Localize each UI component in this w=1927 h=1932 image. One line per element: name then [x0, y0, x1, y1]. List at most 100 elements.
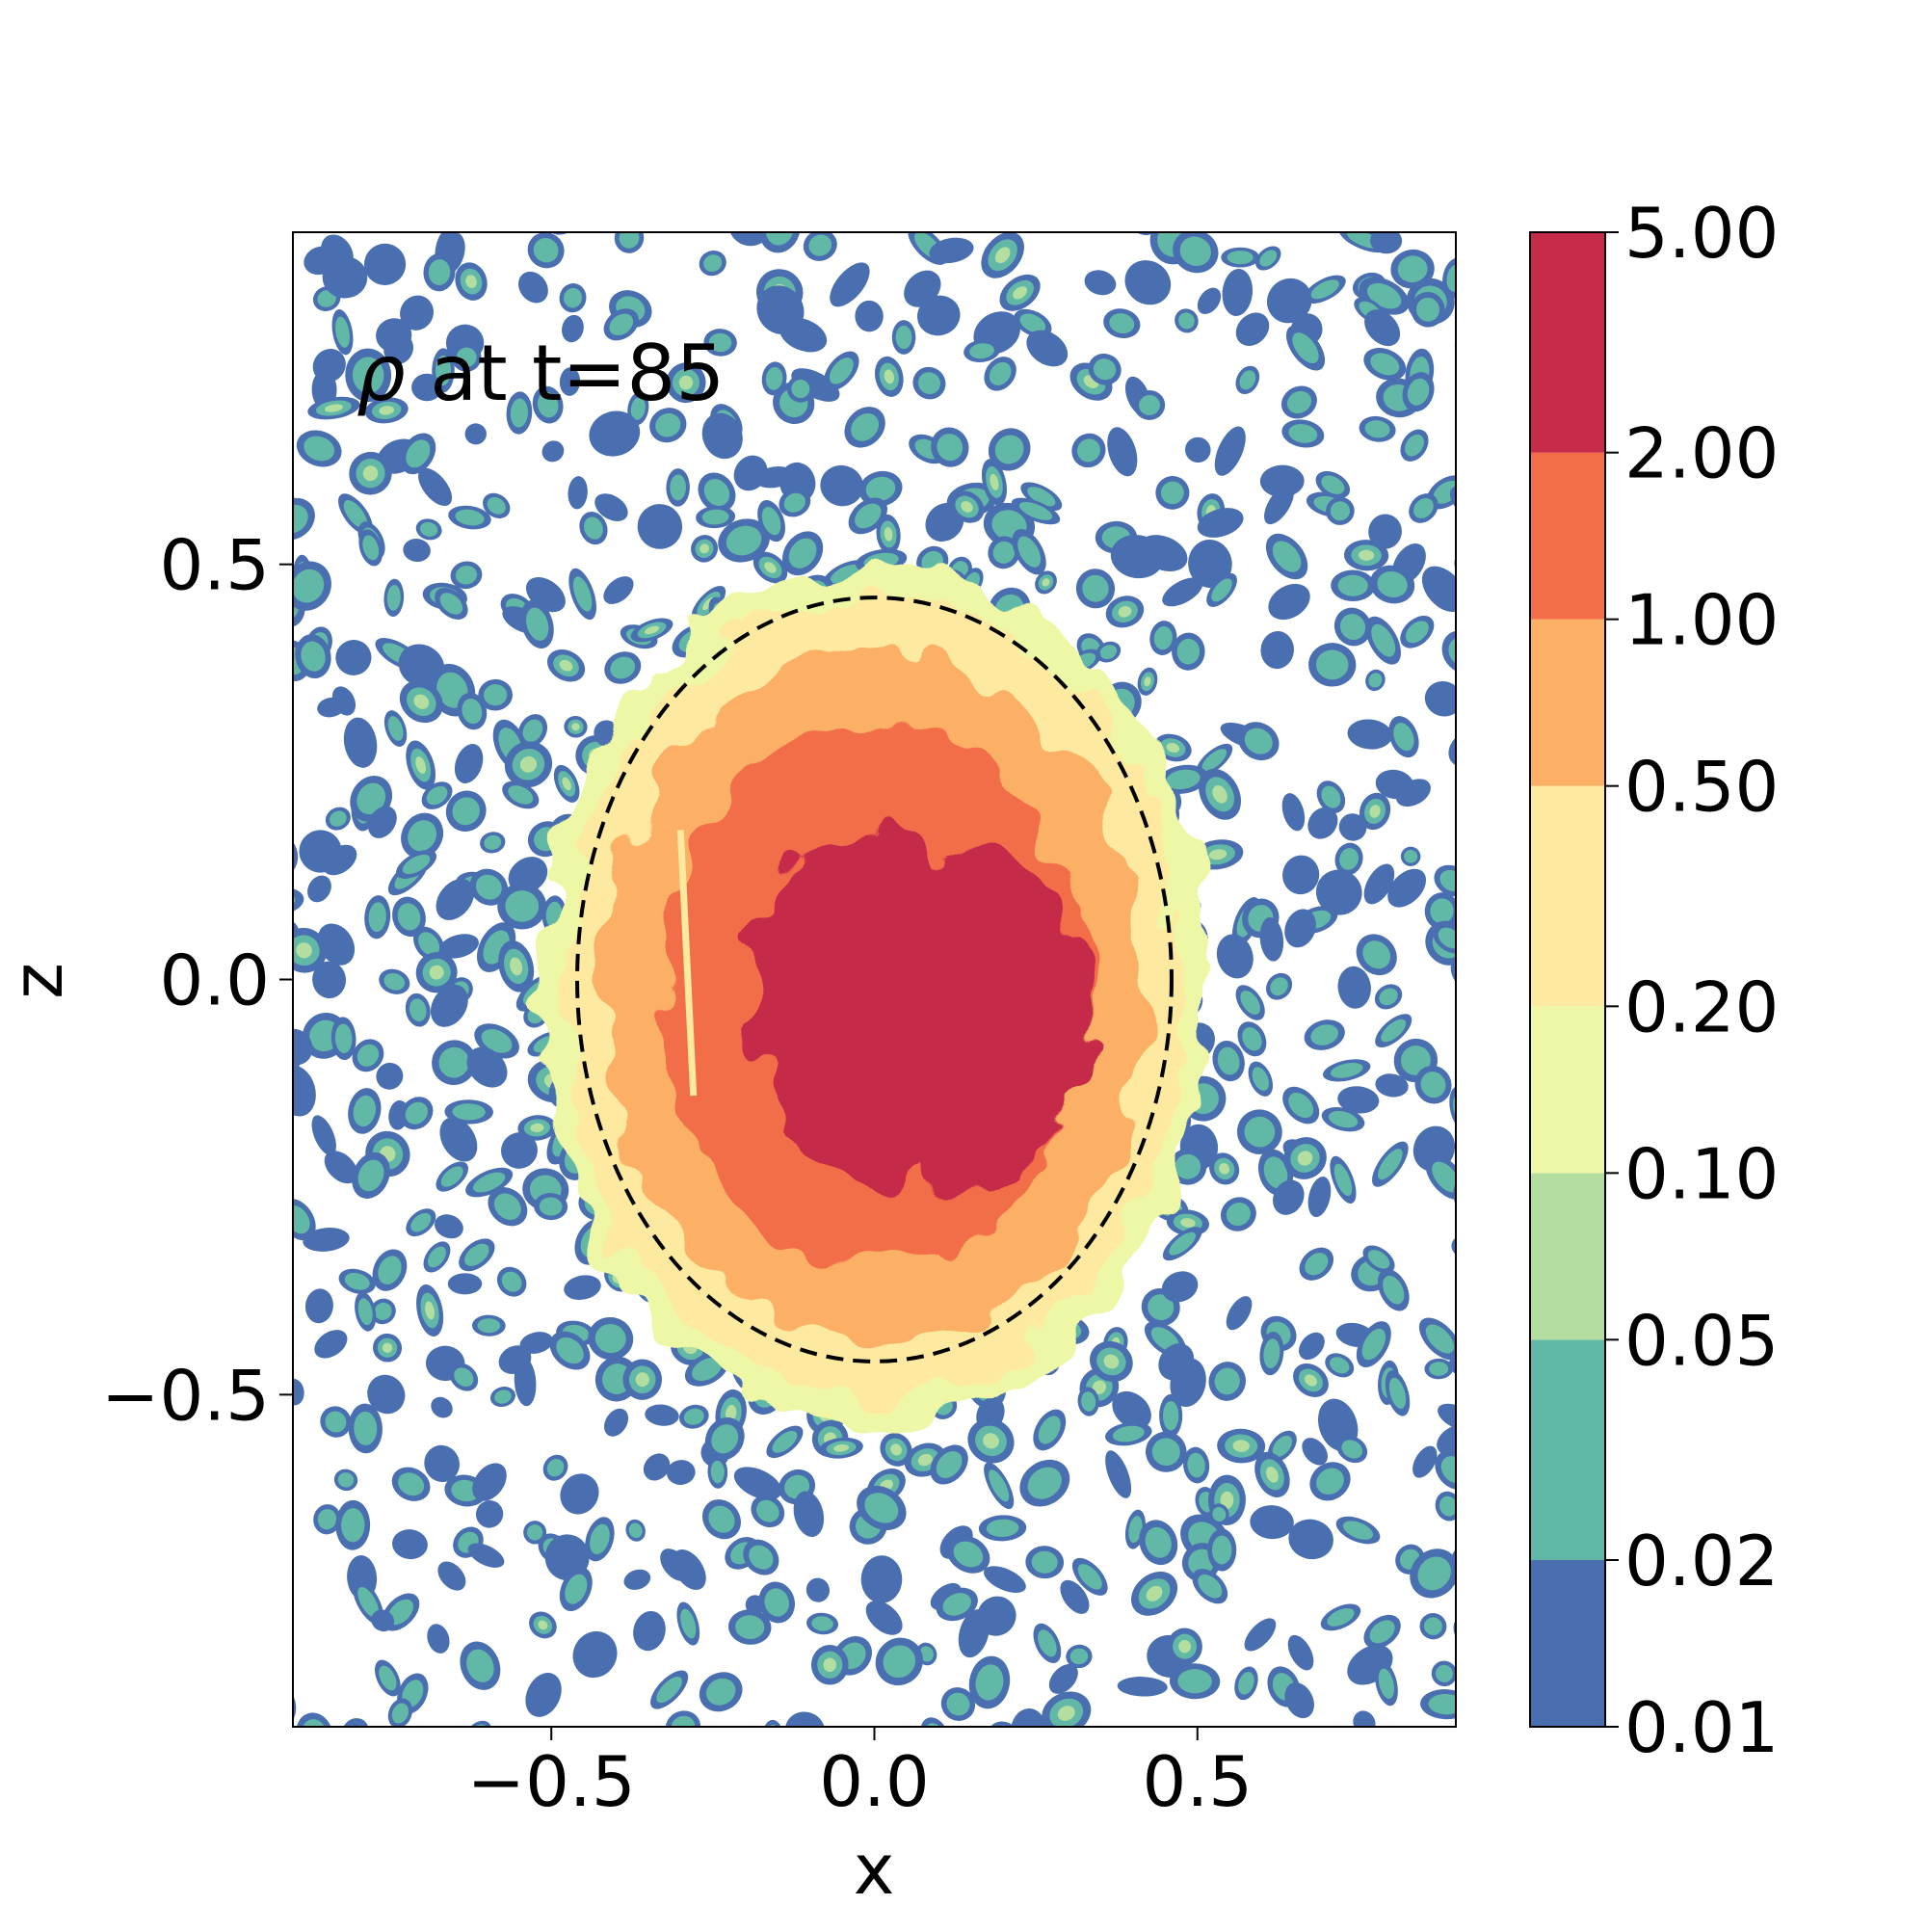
speckle-blob — [501, 1132, 538, 1169]
speckle-blob — [855, 300, 884, 332]
speckle-blob-inner — [1242, 1027, 1262, 1051]
speckle-blob-inner — [986, 1519, 1019, 1538]
speckle-blob — [304, 1288, 333, 1324]
speckle-blob — [403, 539, 431, 563]
speckle-blob — [992, 172, 1057, 239]
speckle-blob-core — [1057, 1706, 1075, 1721]
speckle-blob — [525, 1673, 562, 1717]
speckle-blob-inner — [1027, 189, 1069, 231]
speckle-blob-inner — [1439, 869, 1456, 892]
speckle-blob-inner — [251, 636, 273, 668]
speckle-blob-inner — [475, 874, 502, 900]
speckle-blob-inner — [357, 1298, 373, 1326]
speckle-blob-inner — [1227, 251, 1254, 265]
speckle-blob-core — [465, 275, 477, 289]
core-lobe-right — [869, 851, 1087, 1191]
speckle-blob-inner — [357, 1586, 379, 1618]
speckle-blob — [435, 1214, 463, 1239]
speckle-blob — [1361, 179, 1391, 217]
speckle-blob-core — [983, 1433, 999, 1449]
speckle-blob-inner — [484, 684, 508, 706]
speckle-blob-inner — [811, 1616, 833, 1631]
speckle-blob — [916, 295, 961, 336]
speckle-blob-inner — [1405, 434, 1424, 457]
speckle-blob-inner — [1169, 1231, 1196, 1256]
speckle-blob-inner — [1467, 385, 1506, 420]
speckle-blob-inner — [1027, 487, 1056, 507]
speckle-blob — [560, 1473, 599, 1515]
speckle-blob-inner — [1462, 1672, 1506, 1714]
speckle-blob-inner — [1179, 236, 1211, 267]
speckle-blob — [1188, 540, 1232, 589]
speckle-blob-inner — [1393, 723, 1414, 752]
speckle-blob — [1026, 330, 1069, 367]
speckle-blob-inner — [439, 593, 463, 615]
speckle-blob — [1282, 855, 1320, 895]
x-axis: −0.5 0.0 0.5 — [467, 1727, 1253, 1822]
speckle-blob-inner — [1188, 1548, 1215, 1575]
density-core — [538, 564, 1211, 1428]
speckle-blob — [793, 1491, 825, 1537]
reference-circle — [575, 595, 1174, 1363]
speckle-blob-inner — [1330, 1062, 1363, 1078]
speckle-blob-inner — [1177, 1669, 1212, 1694]
speckle-blob-inner — [946, 1692, 970, 1716]
speckle-blob-inner — [1420, 1072, 1446, 1098]
speckle-blob-inner — [405, 1101, 428, 1125]
speckle-blob-inner — [1400, 1045, 1431, 1075]
speckle-blob-inner — [1244, 1116, 1276, 1148]
y-axis-label: z — [0, 963, 78, 999]
speckle-blob-inner — [368, 902, 386, 933]
speckle-blob-inner — [1342, 1521, 1374, 1540]
speckle-blob-inner — [656, 1676, 682, 1704]
speckle-blob-inner — [1452, 956, 1493, 996]
speckle-blob — [1268, 583, 1310, 621]
speckle-blob — [472, 1463, 507, 1501]
speckle-blob-inner — [343, 500, 368, 529]
speckle-blob-core — [1178, 1639, 1192, 1654]
speckle-blob — [447, 1273, 483, 1295]
speckle-blob — [392, 1529, 428, 1560]
speckle-blob-inner — [247, 1591, 277, 1621]
speckle-blob — [293, 1063, 296, 1101]
speckle-blob — [335, 640, 372, 675]
speckle-blob-core — [473, 1727, 485, 1738]
colorbar: 0.01 0.02 0.05 0.10 0.20 0.50 1.00 2.00 5.00 — [1529, 193, 1779, 1768]
colorbar-band — [1530, 1006, 1605, 1174]
speckle-blob — [519, 1332, 553, 1354]
speckle-blob — [1226, 1296, 1253, 1331]
speckle-blob-inner — [1407, 378, 1430, 406]
speckle-blob — [1307, 807, 1338, 839]
speckle-blob — [240, 1210, 287, 1257]
speckle-blob — [437, 1561, 466, 1591]
low-density-streak — [676, 830, 698, 1097]
speckle-blob-core — [324, 404, 343, 412]
speckle-blob-inner — [977, 181, 996, 206]
speckle-blob-inner — [481, 1029, 513, 1053]
speckle-blob-inner — [975, 1664, 1004, 1701]
speckle-blob-inner — [1432, 1161, 1456, 1193]
speckle-blob-inner — [1160, 481, 1184, 505]
speckle-blob-inner — [494, 1389, 512, 1404]
speckle-blob-inner — [1315, 649, 1349, 680]
speckle-blob-inner — [703, 479, 730, 507]
speckle-blob — [661, 174, 709, 222]
speckle-blob-inner — [1239, 370, 1256, 390]
speckle-blob-inner — [989, 361, 1012, 385]
speckle-blob-inner — [829, 357, 854, 384]
speckle-blob — [666, 1460, 696, 1485]
speckle-blob-core — [1103, 1354, 1120, 1369]
colorbar-band — [1530, 1339, 1605, 1561]
speckle-blob-inner — [426, 785, 448, 806]
speckle-blob — [1337, 1086, 1380, 1114]
speckle-blob-inner — [454, 1367, 474, 1388]
speckle-blob — [314, 1330, 348, 1359]
speckle-blob-inner — [1077, 1564, 1102, 1590]
speckle-blob-inner — [937, 434, 964, 462]
speckle-blob — [342, 1718, 369, 1727]
speckle-blob-inner — [387, 716, 404, 741]
speckle-blob-inner — [258, 918, 292, 940]
speckle-blob-inner — [1435, 1664, 1453, 1682]
speckle-blob-core — [510, 957, 523, 976]
speckle-blob-inner — [1430, 898, 1454, 924]
